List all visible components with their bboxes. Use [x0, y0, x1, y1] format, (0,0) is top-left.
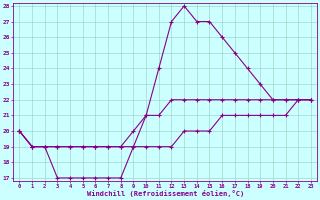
X-axis label: Windchill (Refroidissement éolien,°C): Windchill (Refroidissement éolien,°C) — [86, 190, 244, 197]
